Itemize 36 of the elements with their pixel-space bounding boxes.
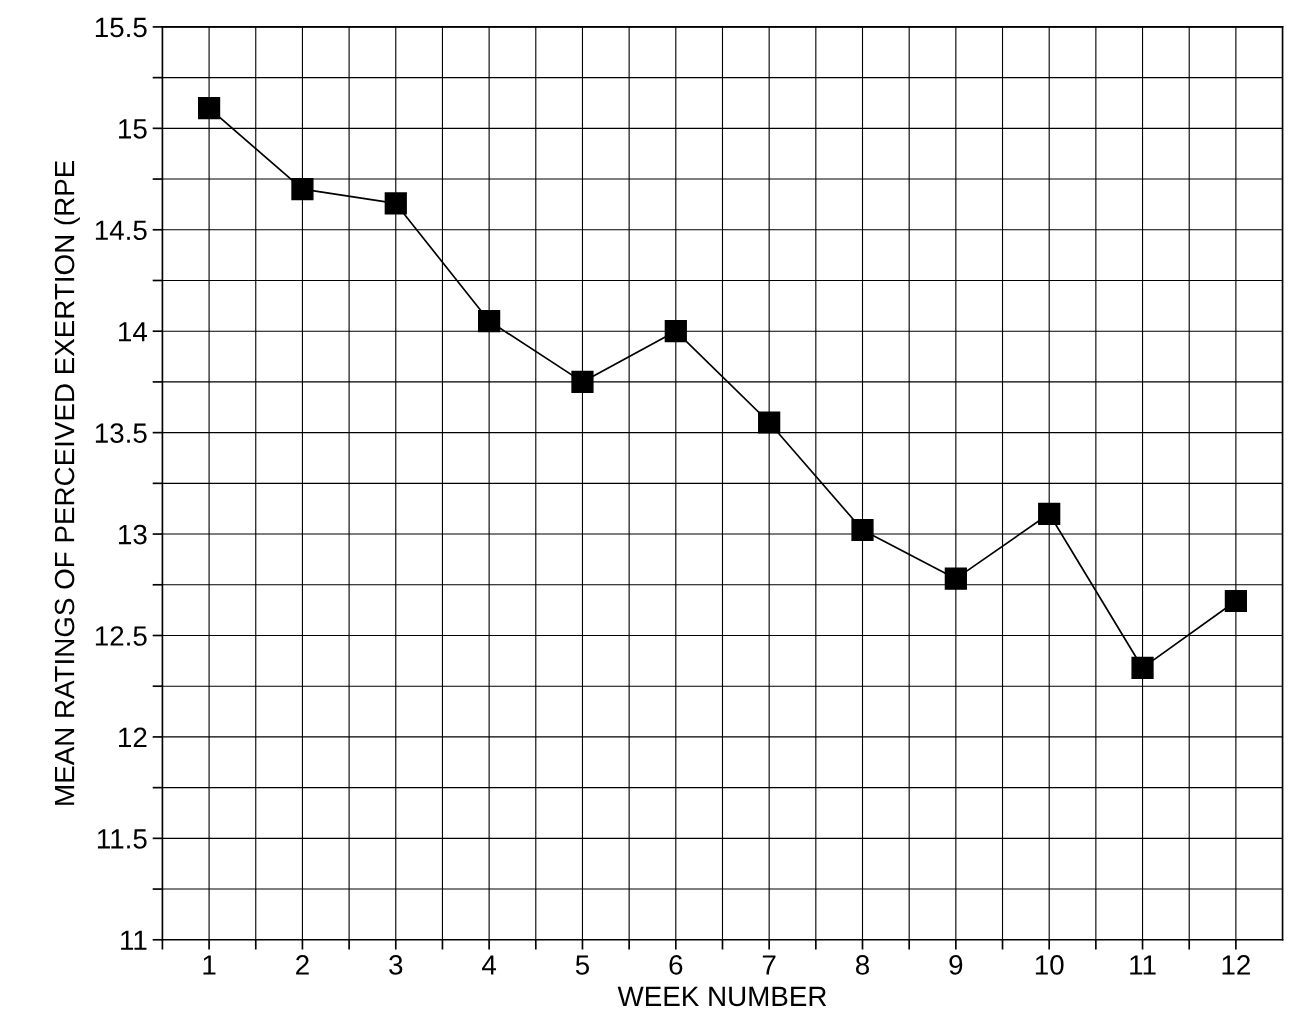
y-axis-title: MEAN RATINGS OF PERCEIVED EXERTION (RPE — [53, 160, 80, 805]
point — [664, 320, 687, 343]
point — [758, 411, 781, 434]
x-tick-label: 8 — [855, 955, 870, 975]
y-tick-label: 15.5 — [95, 17, 147, 38]
y-tick-label: 13 — [119, 524, 147, 545]
x-tick-label: 1 — [203, 955, 216, 975]
y-tick-label: 11.5 — [97, 829, 147, 849]
x-tick-label: 12 — [1222, 955, 1250, 975]
point — [571, 370, 594, 394]
x-tick-label: 2 — [296, 955, 309, 975]
y-tick-label: 13.5 — [95, 423, 147, 443]
point — [944, 567, 967, 590]
point — [478, 309, 501, 333]
point — [1038, 502, 1061, 525]
point — [851, 518, 874, 542]
y-tick-label: 14.5 — [95, 220, 147, 241]
x-tick-label: 6 — [669, 955, 683, 975]
x-tick-label: 4 — [482, 955, 497, 975]
x-tick-label: 11 — [1130, 955, 1156, 975]
y-tick-label: 11 — [121, 930, 147, 950]
point — [1131, 656, 1154, 680]
x-tick-label: 3 — [389, 955, 403, 975]
x-tick-label: 7 — [762, 955, 776, 975]
point — [1224, 589, 1247, 613]
x-tick-label: 9 — [949, 955, 963, 975]
x-axis-title: WEEK NUMBER — [617, 986, 827, 1007]
y-tick-label: 15 — [119, 119, 147, 139]
point — [197, 96, 221, 120]
x-tick-label: 5 — [575, 955, 590, 975]
point — [291, 178, 314, 201]
point — [384, 192, 407, 215]
y-tick-label: 14 — [119, 322, 148, 342]
y-tick-label: 12 — [119, 727, 147, 747]
y-tick-label: 12.5 — [95, 626, 147, 646]
x-tick-label: 10 — [1035, 955, 1064, 975]
